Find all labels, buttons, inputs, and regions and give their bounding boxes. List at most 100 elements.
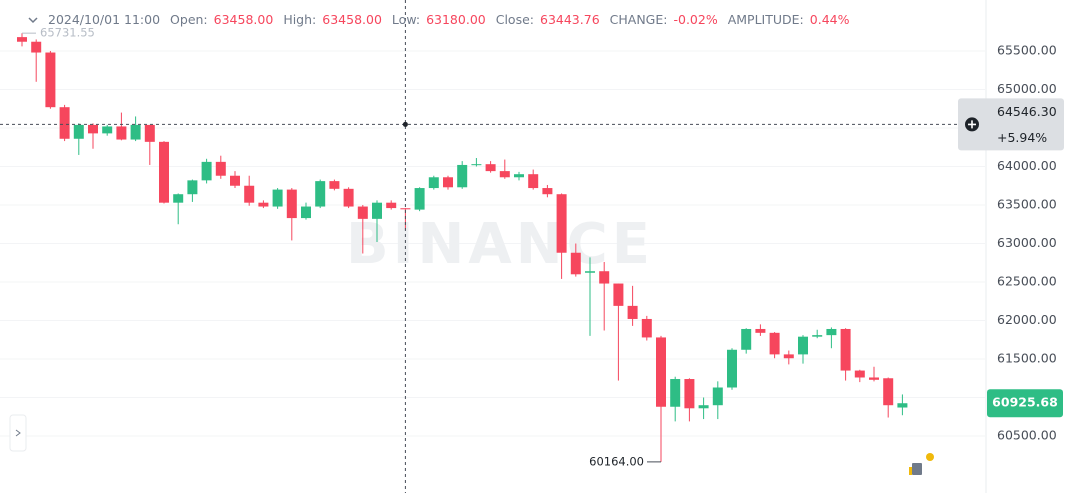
- candle-body: [883, 378, 894, 406]
- candle-body: [755, 328, 766, 333]
- candle-body: [869, 377, 879, 380]
- header-label: CHANGE:: [609, 12, 668, 27]
- candle-body: [144, 124, 155, 142]
- notification-dot: [926, 453, 934, 461]
- candle-body: [88, 124, 98, 134]
- candle-body: [130, 124, 141, 140]
- y-tick-label: 61500.00: [997, 351, 1057, 366]
- candle-body: [244, 185, 255, 203]
- candle-body: [840, 328, 851, 371]
- candle-body: [741, 328, 752, 350]
- candle-body: [59, 107, 70, 139]
- candle-body: [528, 174, 539, 189]
- candle-body: [798, 336, 808, 355]
- max-label: 65731.55: [40, 26, 95, 40]
- collapse-icon[interactable]: [28, 17, 38, 24]
- min-label: 60164.00: [589, 454, 644, 468]
- candle-body: [187, 180, 198, 195]
- candle-body: [656, 337, 666, 407]
- last-price-label: 60925.68: [992, 395, 1058, 410]
- header-value: 63458.00: [213, 12, 274, 27]
- candle-body: [443, 177, 453, 188]
- candle-body: [826, 328, 837, 336]
- candle-body: [585, 271, 595, 273]
- add-alert-icon: [968, 120, 976, 129]
- y-tick-label: 65000.00: [997, 81, 1057, 96]
- header-value: 63443.76: [540, 12, 600, 27]
- header-value: -0.02%: [673, 12, 718, 27]
- y-tick-label: 63500.00: [997, 196, 1057, 211]
- candle-body: [485, 164, 496, 172]
- scroll-button[interactable]: [9, 414, 27, 452]
- candle-body: [514, 174, 524, 178]
- candle-body: [45, 52, 56, 108]
- candle-body: [386, 202, 397, 209]
- y-tick-label: 62000.00: [997, 312, 1057, 327]
- candle-body: [641, 318, 652, 338]
- candle-body: [102, 126, 113, 134]
- candle-body: [428, 177, 439, 189]
- candle-body: [258, 202, 269, 207]
- candle-body: [73, 124, 84, 139]
- candle-body: [31, 41, 42, 53]
- candle-body: [272, 189, 283, 207]
- candle-body: [201, 161, 212, 181]
- candle-body: [400, 208, 411, 210]
- candle-body: [301, 206, 311, 219]
- ohlc-header: 2024/10/01 11:00 Open: 63458.00 High: 63458.…: [48, 12, 859, 27]
- candle-body: [897, 403, 908, 408]
- candle-body: [286, 189, 297, 219]
- candle-body: [769, 332, 780, 355]
- candle-body: [570, 252, 581, 275]
- candle-body: [727, 349, 737, 388]
- candle-body: [471, 164, 482, 166]
- candle-body: [329, 181, 340, 189]
- scroll-icon: [15, 429, 21, 437]
- candle-body: [173, 194, 184, 203]
- y-tick-label: 63000.00: [997, 235, 1057, 250]
- candle-body: [159, 141, 169, 203]
- candle-body: [215, 161, 226, 176]
- header-label: Close:: [495, 12, 534, 27]
- crosshair-change: +5.94%: [997, 130, 1047, 145]
- candle-body: [812, 335, 823, 337]
- candle-body: [670, 379, 681, 407]
- y-tick-label: 65500.00: [997, 42, 1057, 57]
- time: 2024/10/01 11:00: [48, 12, 161, 27]
- candle-body: [230, 175, 240, 186]
- candle-body: [783, 354, 794, 359]
- candle-body: [712, 387, 723, 406]
- candle-body: [357, 206, 368, 219]
- header-label: Open:: [170, 12, 208, 27]
- header-value: 63458.00: [322, 12, 382, 27]
- info-icon-accent: [909, 467, 912, 475]
- candle-body: [457, 164, 468, 188]
- candle-body: [854, 370, 865, 378]
- crosshair-price: 64546.30: [997, 104, 1057, 119]
- y-tick-label: 64000.00: [997, 158, 1057, 173]
- candle-body: [599, 271, 610, 284]
- candle-body: [627, 305, 638, 319]
- candle-body: [698, 405, 709, 409]
- header-label: Low:: [391, 12, 421, 27]
- header-label: AMPLITUDE:: [727, 12, 804, 27]
- candle-body: [343, 188, 354, 207]
- candle-body: [684, 379, 695, 409]
- header-label: High:: [283, 12, 317, 27]
- y-tick-label: 62500.00: [997, 274, 1057, 289]
- candle-body: [17, 37, 27, 42]
- crosshair-box: [958, 98, 1064, 151]
- candle-body: [116, 126, 127, 140]
- candle-body: [542, 188, 553, 195]
- candle-body: [613, 283, 624, 306]
- candle-body: [372, 202, 382, 219]
- crosshair-dot: [402, 121, 408, 127]
- candle-body: [499, 171, 510, 178]
- header-value: 63180.00: [426, 12, 486, 27]
- last-price-box: [987, 389, 1063, 418]
- candle-body: [315, 181, 326, 207]
- header-value: 0.44%: [809, 12, 850, 27]
